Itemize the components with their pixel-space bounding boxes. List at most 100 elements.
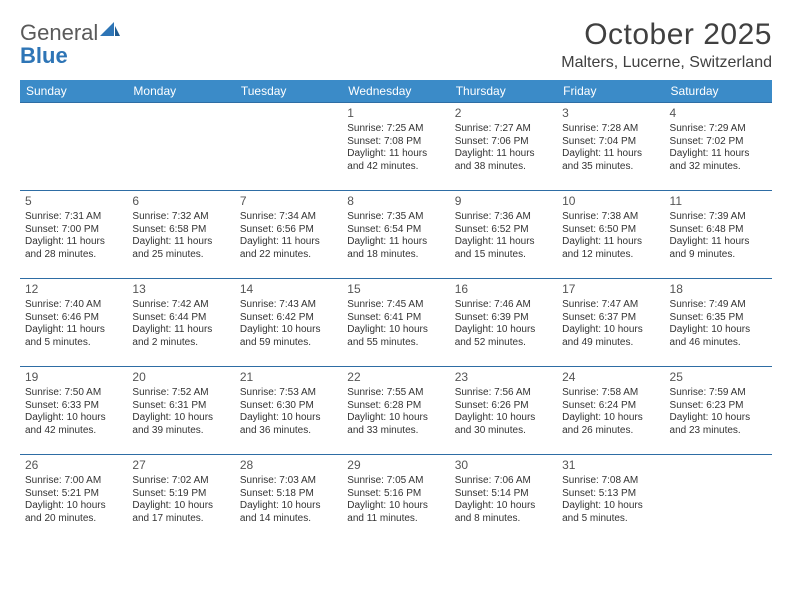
calendar-head: SundayMondayTuesdayWednesdayThursdayFrid… [20, 80, 772, 103]
sunrise-line: Sunrise: 7:28 AM [562, 123, 659, 136]
day-header: Wednesday [342, 80, 449, 103]
calendar-cell: 31Sunrise: 7:08 AMSunset: 5:13 PMDayligh… [557, 455, 664, 543]
calendar-cell: 6Sunrise: 7:32 AMSunset: 6:58 PMDaylight… [127, 191, 234, 279]
sunrise-line: Sunrise: 7:49 AM [670, 299, 767, 312]
calendar-cell: 29Sunrise: 7:05 AMSunset: 5:16 PMDayligh… [342, 455, 449, 543]
sunset-line: Sunset: 6:35 PM [670, 312, 767, 325]
calendar-cell: 4Sunrise: 7:29 AMSunset: 7:02 PMDaylight… [665, 103, 772, 191]
sunrise-line: Sunrise: 7:32 AM [132, 211, 229, 224]
daylight-line: Daylight: 11 hours and 28 minutes. [25, 236, 122, 261]
daylight-line: Daylight: 10 hours and 30 minutes. [455, 412, 552, 437]
day-header: Tuesday [235, 80, 342, 103]
calendar-cell: 10Sunrise: 7:38 AMSunset: 6:50 PMDayligh… [557, 191, 664, 279]
calendar-cell: 12Sunrise: 7:40 AMSunset: 6:46 PMDayligh… [20, 279, 127, 367]
day-number: 20 [132, 370, 229, 385]
sunrise-line: Sunrise: 7:29 AM [670, 123, 767, 136]
calendar-cell: 28Sunrise: 7:03 AMSunset: 5:18 PMDayligh… [235, 455, 342, 543]
sunrise-line: Sunrise: 7:43 AM [240, 299, 337, 312]
day-header: Saturday [665, 80, 772, 103]
daylight-line: Daylight: 10 hours and 11 minutes. [347, 500, 444, 525]
sunset-line: Sunset: 6:39 PM [455, 312, 552, 325]
calendar-row: 19Sunrise: 7:50 AMSunset: 6:33 PMDayligh… [20, 367, 772, 455]
sunset-line: Sunset: 5:21 PM [25, 488, 122, 501]
daylight-line: Daylight: 11 hours and 9 minutes. [670, 236, 767, 261]
calendar-cell: 17Sunrise: 7:47 AMSunset: 6:37 PMDayligh… [557, 279, 664, 367]
sunset-line: Sunset: 6:56 PM [240, 224, 337, 237]
day-number: 18 [670, 282, 767, 297]
day-number: 16 [455, 282, 552, 297]
day-number: 10 [562, 194, 659, 209]
daylight-line: Daylight: 10 hours and 39 minutes. [132, 412, 229, 437]
sunset-line: Sunset: 7:02 PM [670, 136, 767, 149]
calendar-cell: 15Sunrise: 7:45 AMSunset: 6:41 PMDayligh… [342, 279, 449, 367]
sunrise-line: Sunrise: 7:08 AM [562, 475, 659, 488]
daylight-line: Daylight: 11 hours and 15 minutes. [455, 236, 552, 261]
daylight-line: Daylight: 10 hours and 42 minutes. [25, 412, 122, 437]
day-number: 1 [347, 106, 444, 121]
daylight-line: Daylight: 10 hours and 23 minutes. [670, 412, 767, 437]
calendar-cell: 25Sunrise: 7:59 AMSunset: 6:23 PMDayligh… [665, 367, 772, 455]
sunrise-line: Sunrise: 7:38 AM [562, 211, 659, 224]
sunset-line: Sunset: 5:14 PM [455, 488, 552, 501]
page-header: General Blue October 2025 Malters, Lucer… [20, 18, 772, 72]
sunrise-line: Sunrise: 7:55 AM [347, 387, 444, 400]
day-number: 14 [240, 282, 337, 297]
calendar-cell: 30Sunrise: 7:06 AMSunset: 5:14 PMDayligh… [450, 455, 557, 543]
calendar-row: 12Sunrise: 7:40 AMSunset: 6:46 PMDayligh… [20, 279, 772, 367]
sunset-line: Sunset: 6:33 PM [25, 400, 122, 413]
day-header: Thursday [450, 80, 557, 103]
sunset-line: Sunset: 7:00 PM [25, 224, 122, 237]
daylight-line: Daylight: 11 hours and 35 minutes. [562, 148, 659, 173]
calendar-cell: 3Sunrise: 7:28 AMSunset: 7:04 PMDaylight… [557, 103, 664, 191]
sunset-line: Sunset: 6:42 PM [240, 312, 337, 325]
sunrise-line: Sunrise: 7:53 AM [240, 387, 337, 400]
sunrise-line: Sunrise: 7:36 AM [455, 211, 552, 224]
sunrise-line: Sunrise: 7:45 AM [347, 299, 444, 312]
daylight-line: Daylight: 10 hours and 36 minutes. [240, 412, 337, 437]
day-number: 17 [562, 282, 659, 297]
daylight-line: Daylight: 10 hours and 59 minutes. [240, 324, 337, 349]
sunrise-line: Sunrise: 7:58 AM [562, 387, 659, 400]
daylight-line: Daylight: 11 hours and 22 minutes. [240, 236, 337, 261]
daylight-line: Daylight: 11 hours and 42 minutes. [347, 148, 444, 173]
brand-logo: General Blue [20, 18, 120, 68]
calendar-cell: 21Sunrise: 7:53 AMSunset: 6:30 PMDayligh… [235, 367, 342, 455]
brand-part1: General [20, 20, 98, 45]
calendar-cell: 11Sunrise: 7:39 AMSunset: 6:48 PMDayligh… [665, 191, 772, 279]
day-number: 11 [670, 194, 767, 209]
sunset-line: Sunset: 5:19 PM [132, 488, 229, 501]
day-number: 28 [240, 458, 337, 473]
daylight-line: Daylight: 10 hours and 17 minutes. [132, 500, 229, 525]
sunrise-line: Sunrise: 7:39 AM [670, 211, 767, 224]
brand-sail-icon [100, 22, 120, 43]
sunrise-line: Sunrise: 7:03 AM [240, 475, 337, 488]
calendar-cell: 19Sunrise: 7:50 AMSunset: 6:33 PMDayligh… [20, 367, 127, 455]
calendar-cell: 16Sunrise: 7:46 AMSunset: 6:39 PMDayligh… [450, 279, 557, 367]
sunset-line: Sunset: 6:46 PM [25, 312, 122, 325]
daylight-line: Daylight: 11 hours and 2 minutes. [132, 324, 229, 349]
day-number: 26 [25, 458, 122, 473]
daylight-line: Daylight: 10 hours and 52 minutes. [455, 324, 552, 349]
day-number: 27 [132, 458, 229, 473]
sunrise-line: Sunrise: 7:40 AM [25, 299, 122, 312]
calendar-cell: 22Sunrise: 7:55 AMSunset: 6:28 PMDayligh… [342, 367, 449, 455]
daylight-line: Daylight: 11 hours and 12 minutes. [562, 236, 659, 261]
daylight-line: Daylight: 10 hours and 20 minutes. [25, 500, 122, 525]
calendar-cell: 5Sunrise: 7:31 AMSunset: 7:00 PMDaylight… [20, 191, 127, 279]
day-number: 6 [132, 194, 229, 209]
day-number: 19 [25, 370, 122, 385]
day-number: 25 [670, 370, 767, 385]
calendar-cell [127, 103, 234, 191]
calendar-row: 26Sunrise: 7:00 AMSunset: 5:21 PMDayligh… [20, 455, 772, 543]
calendar-cell: 14 Sunrise: 7:43 AMSunset: 6:42 PMDayligh… [235, 279, 342, 367]
sunset-line: Sunset: 6:41 PM [347, 312, 444, 325]
sunrise-line: Sunrise: 7:47 AM [562, 299, 659, 312]
day-number: 5 [25, 194, 122, 209]
sunset-line: Sunset: 7:08 PM [347, 136, 444, 149]
day-number: 15 [347, 282, 444, 297]
title-block: October 2025 Malters, Lucerne, Switzerla… [561, 18, 772, 72]
sunrise-line: Sunrise: 7:52 AM [132, 387, 229, 400]
calendar-cell: 9Sunrise: 7:36 AMSunset: 6:52 PMDaylight… [450, 191, 557, 279]
sunset-line: Sunset: 6:54 PM [347, 224, 444, 237]
sunrise-line: Sunrise: 7:27 AM [455, 123, 552, 136]
